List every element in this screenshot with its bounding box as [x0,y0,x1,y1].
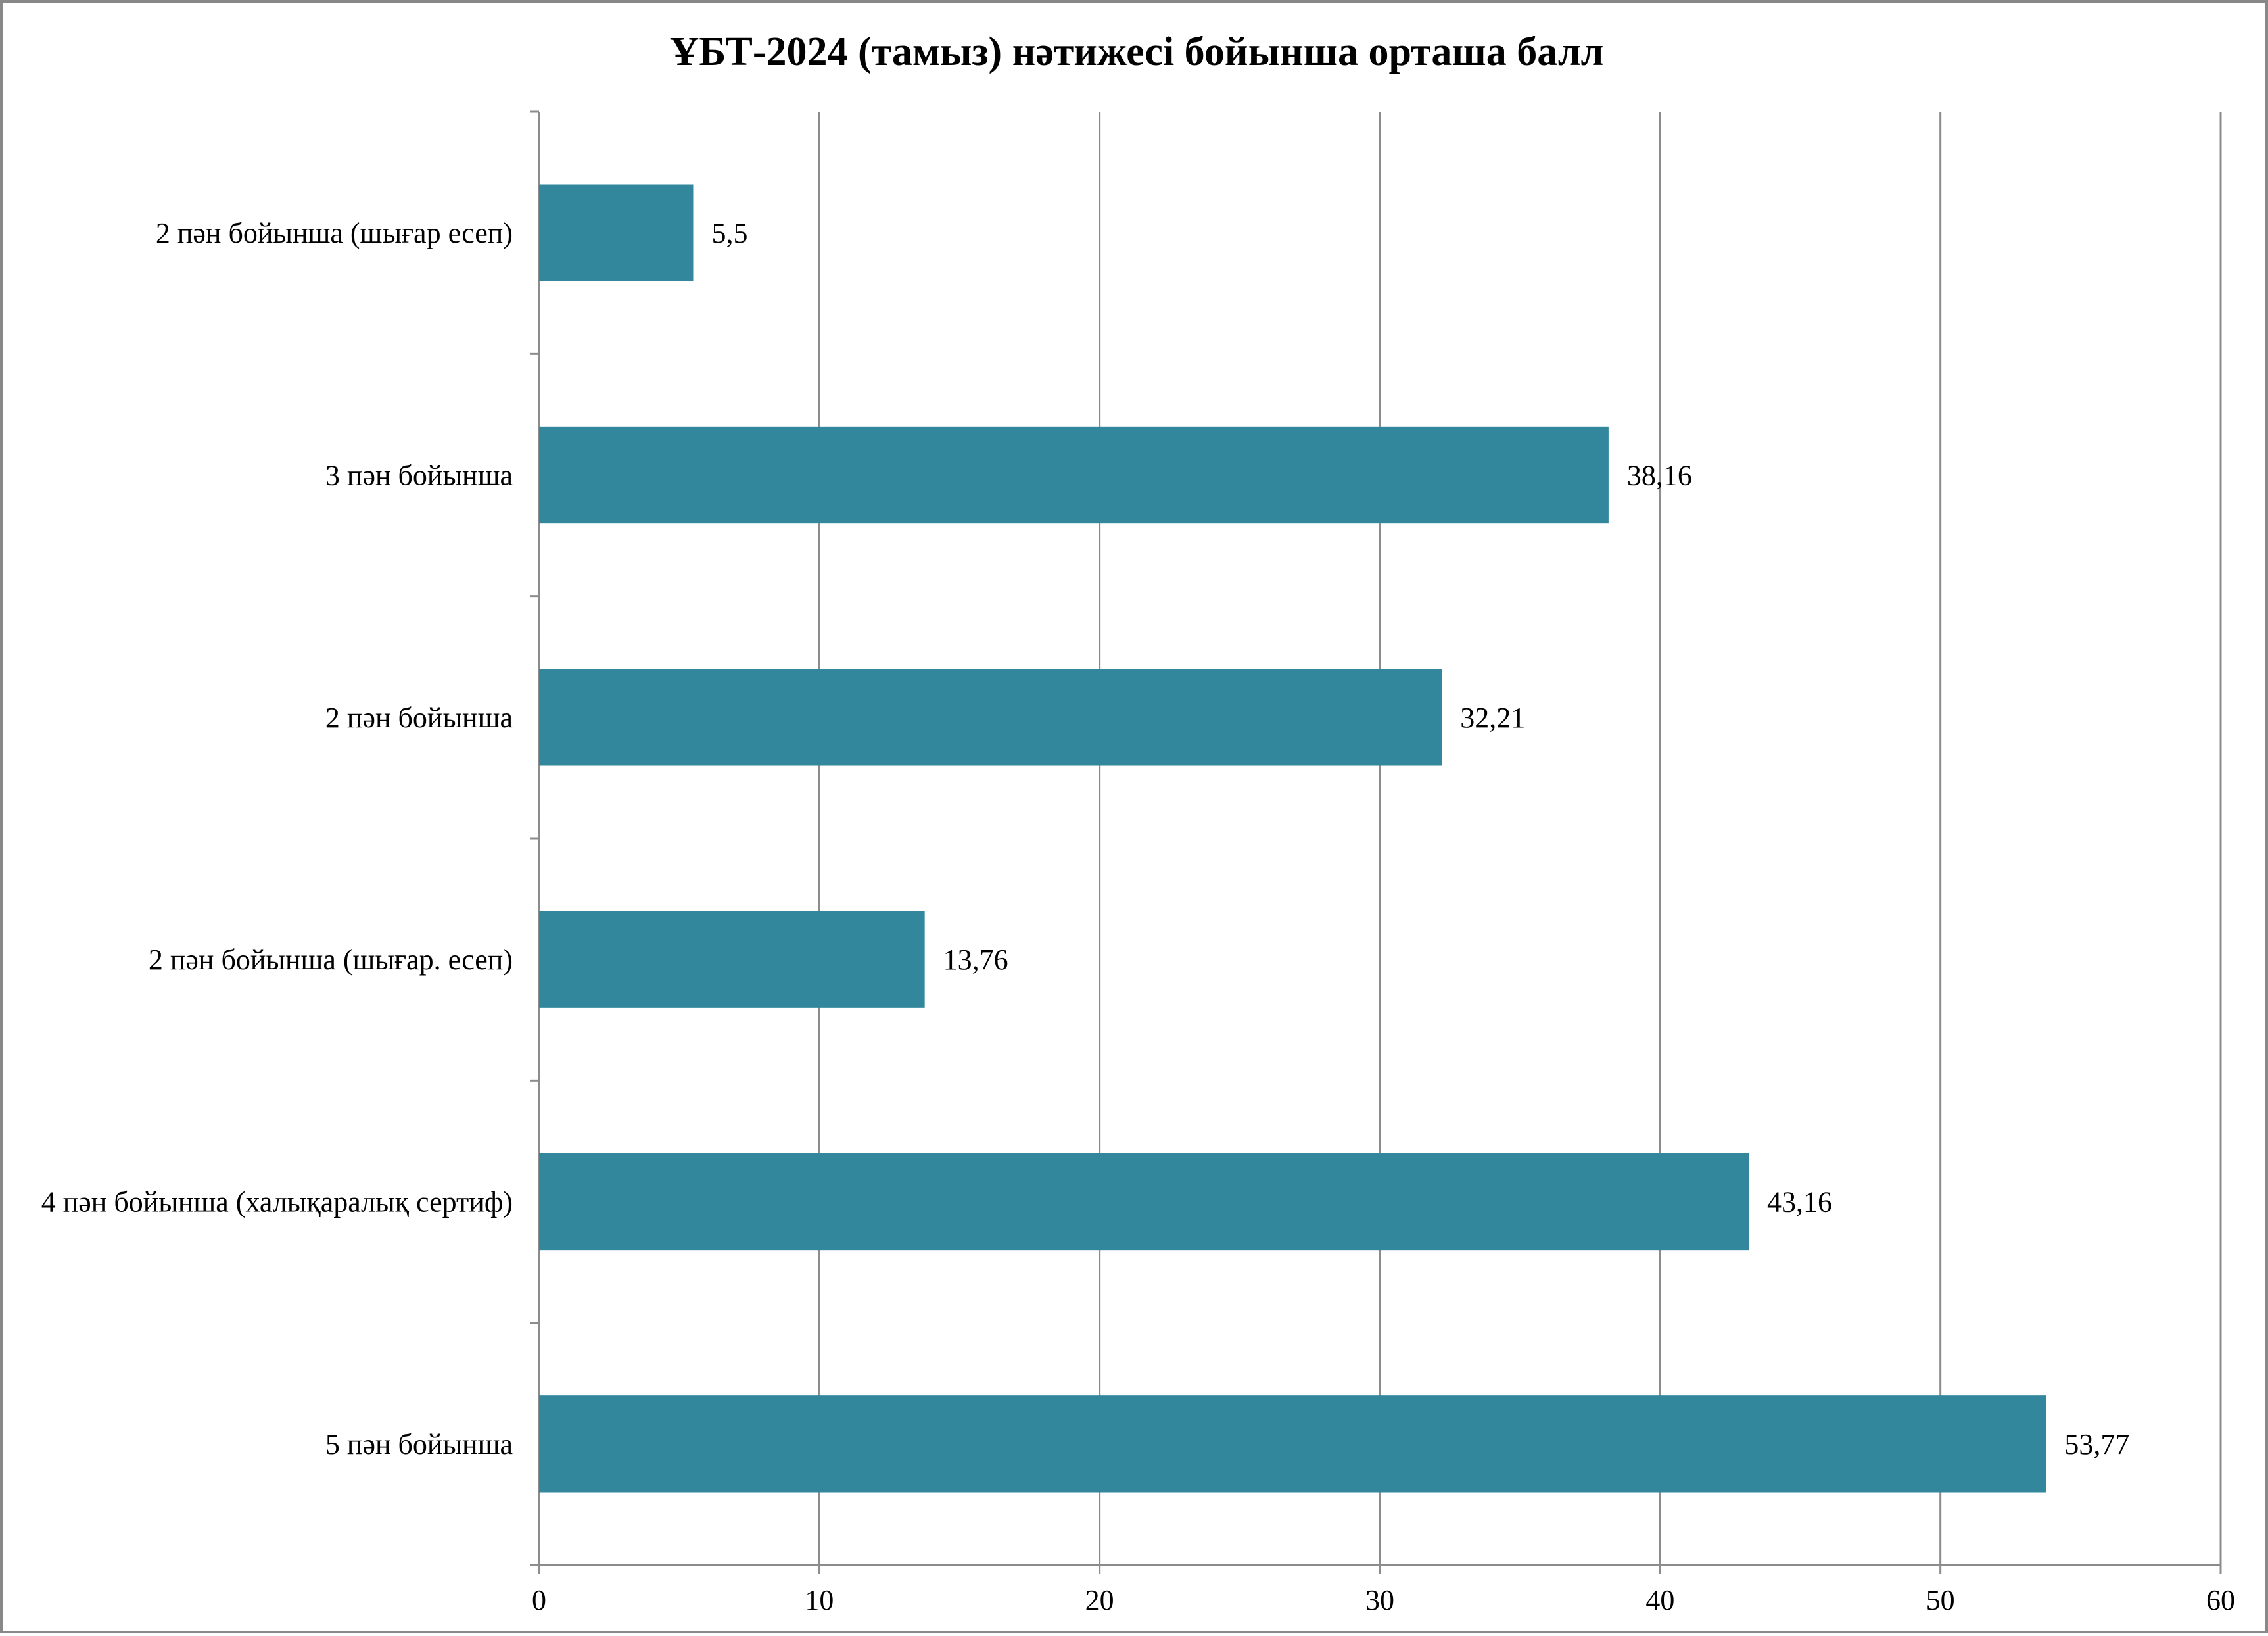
labels: 0 10 20 30 40 50 60 2 пән бойынша (шығар есеп) 5… [41,217,2235,1616]
data-label-1: 38,16 [1627,460,1692,492]
x-tick-label-20: 20 [1085,1584,1114,1616]
category-label-0: 2 пән бойынша (шығар есеп) [156,217,513,249]
gridlines [818,112,2222,1565]
category-label-3: 2 пән бойынша (шығар. есеп) [149,944,513,976]
data-label-2: 32,21 [1460,702,1525,734]
bar-3 [539,911,925,1008]
bar-0 [539,184,694,281]
category-label-5: 5 пән бойынша [325,1428,513,1460]
data-label-5: 53,77 [2064,1428,2129,1460]
x-tick-label-40: 40 [1645,1584,1674,1616]
x-tick-label-0: 0 [532,1584,546,1616]
category-label-1: 3 пән бойынша [325,460,513,492]
axes [530,110,2222,1574]
category-label-4: 4 пән бойынша (халықаралық сертиф) [41,1186,513,1218]
x-tick-label-50: 50 [1926,1584,1955,1616]
data-label-3: 13,76 [943,944,1008,976]
chart-plot: 0 10 20 30 40 50 60 2 пән бойынша (шығар есеп) 5… [41,110,2235,1616]
x-tick-label-10: 10 [805,1584,834,1616]
bar-2 [539,669,1442,766]
category-label-2: 2 пән бойынша [325,702,513,734]
bar-5 [539,1395,2046,1493]
bar-1 [539,426,1609,524]
data-label-4: 43,16 [1767,1186,1832,1218]
bar-4 [539,1153,1749,1251]
x-tick-label-30: 30 [1365,1584,1394,1616]
chart-title: ҰБТ-2024 (тамыз) нәтижесі бойынша орташа… [669,30,1604,74]
bars [539,184,2046,1493]
data-label-0: 5,5 [711,217,747,249]
x-tick-label-60: 60 [2206,1584,2235,1616]
